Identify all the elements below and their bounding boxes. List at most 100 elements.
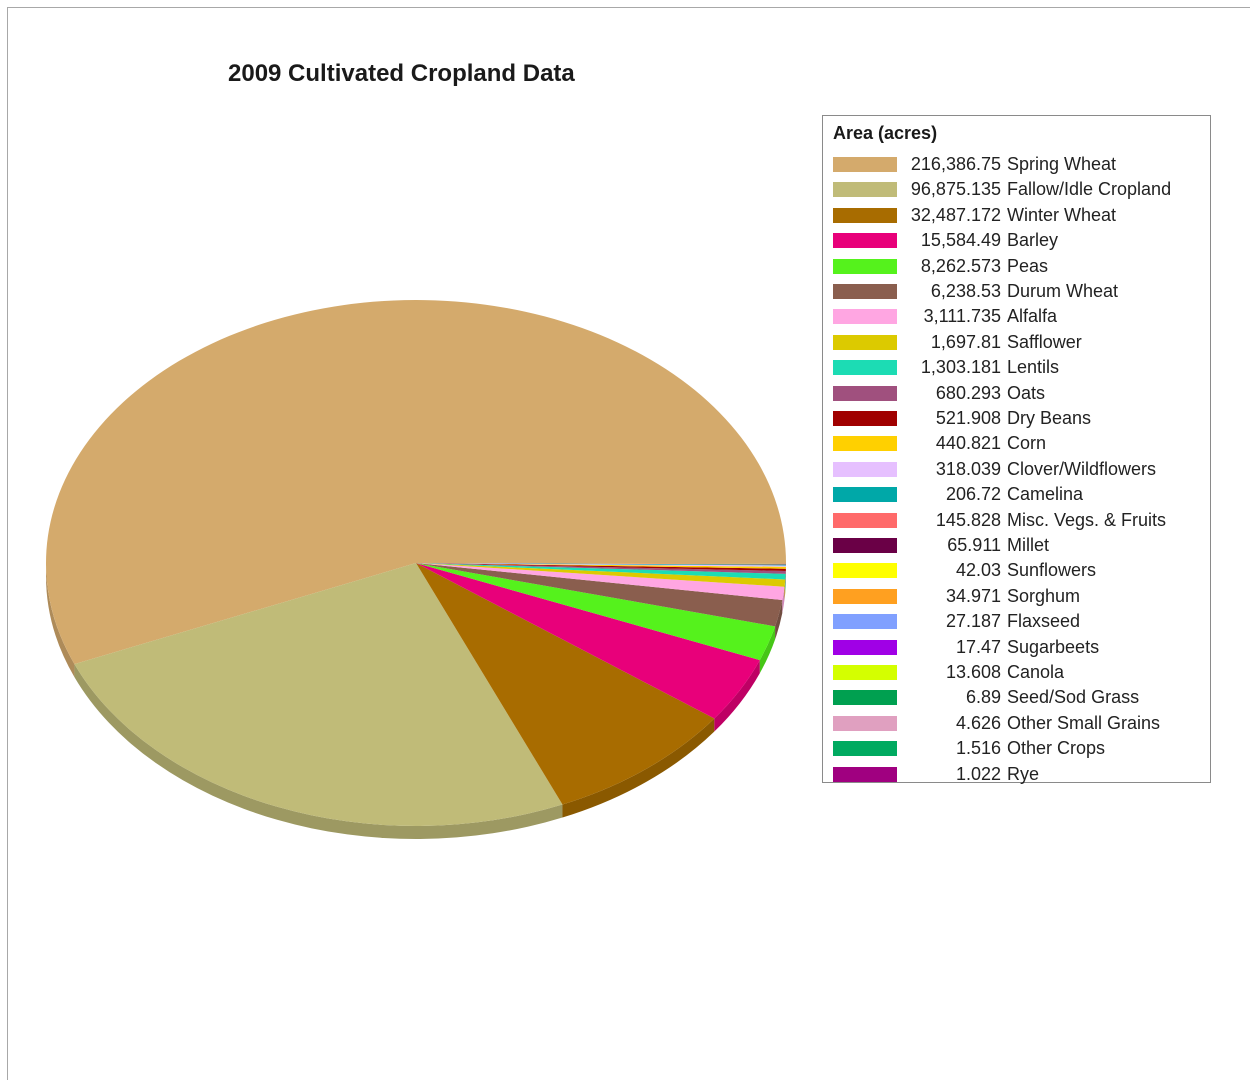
legend-label: Fallow/Idle Cropland <box>1007 179 1172 200</box>
legend-label: Clover/Wildflowers <box>1007 458 1157 479</box>
legend-item: 6.89 Seed/Sod Grass <box>823 685 1210 710</box>
pie-slice-side <box>759 626 776 674</box>
legend-value: 65.911 <box>947 535 1001 555</box>
legend-value: 8,262.573 <box>920 255 1001 276</box>
pie-slice-side <box>775 600 783 640</box>
legend-item: 440.821 Corn <box>823 431 1210 456</box>
legend-item: 1,303.181 Lentils <box>823 355 1210 380</box>
legend-item: 1.516 Other Crops <box>823 736 1210 761</box>
legend-label: Corn <box>1007 433 1047 454</box>
pie-slice <box>416 563 786 565</box>
legend-swatch <box>833 182 897 198</box>
legend-swatch <box>833 614 897 630</box>
legend-value: 96,875.135 <box>910 179 1001 200</box>
legend-label: Spring Wheat <box>1007 154 1117 174</box>
legend-swatch <box>833 309 897 325</box>
legend-label: Sunflowers <box>1007 560 1097 581</box>
legend-swatch <box>833 233 897 249</box>
legend-item: 65.911 Millet <box>823 533 1210 558</box>
chart-title: 2009 Cultivated Cropland Data <box>228 60 575 87</box>
legend-swatch <box>833 411 897 426</box>
legend-value: 3,111.735 <box>923 306 1001 327</box>
legend-swatch <box>833 563 897 579</box>
legend-label: Peas <box>1007 255 1049 276</box>
pie-slice <box>416 563 786 580</box>
legend-item: 206.72 Camelina <box>823 482 1210 507</box>
legend-item: 1.022 Rye <box>823 762 1210 787</box>
legend-item: 8,262.573 Peas <box>823 254 1210 279</box>
pie-slice-side <box>714 660 760 732</box>
pie-slice-side <box>784 579 786 600</box>
legend-label: Canola <box>1007 662 1065 682</box>
legend-value: 4.626 <box>955 712 1001 733</box>
legend-label: Barley <box>1007 230 1059 251</box>
legend-item: 145.828 Misc. Vegs. & Fruits <box>823 508 1210 533</box>
legend-label: Camelina <box>1007 484 1084 505</box>
legend-swatch <box>833 588 897 604</box>
legend-swatch <box>833 157 897 172</box>
legend-value: 440.821 <box>935 433 1001 454</box>
pie-slice <box>416 563 786 574</box>
legend-swatch <box>833 538 897 553</box>
legend-label: Millet <box>1007 535 1050 555</box>
legend-value: 1.022 <box>955 763 1001 784</box>
legend-item: 96,875.135 Fallow/Idle Cropland <box>823 177 1210 202</box>
legend-value: 206.72 <box>945 484 1001 505</box>
pie-slice <box>416 563 760 719</box>
legend-swatch <box>833 436 897 452</box>
pie-slice-side <box>74 664 563 840</box>
legend-label: Rye <box>1007 763 1040 784</box>
pie-slice <box>416 563 786 569</box>
legend-label: Other Small Grains <box>1007 712 1161 733</box>
legend-swatch <box>833 258 897 274</box>
legend-label: Oats <box>1007 382 1046 403</box>
legend-item: 34.971 Sorghum <box>823 584 1210 609</box>
legend-value: 216,386.75 <box>910 154 1001 174</box>
legend-item: 15,584.49 Barley <box>823 228 1210 253</box>
legend-item: 13.608 Canola <box>823 660 1210 685</box>
legend-value: 13.608 <box>945 662 1001 682</box>
legend-label: Sorghum <box>1007 585 1081 606</box>
legend: Area (acres) 216,386.75 Spring Wheat 96,87… <box>822 115 1211 784</box>
legend-label: Other Crops <box>1007 738 1106 759</box>
legend-swatch <box>833 665 897 680</box>
pie-slice <box>416 563 783 627</box>
legend-value: 32,487.172 <box>910 204 1001 225</box>
legend-label: Dry Beans <box>1007 408 1092 428</box>
pie-slice <box>416 563 786 566</box>
pie-slice <box>416 563 786 571</box>
legend-label: Lentils <box>1007 357 1060 378</box>
pie-slice <box>416 563 786 564</box>
pie-slice-side <box>46 563 75 678</box>
legend-swatch <box>833 487 897 503</box>
legend-label: Misc. Vegs. & Fruits <box>1007 509 1167 530</box>
legend-value: 15,584.49 <box>920 230 1001 251</box>
legend-item: 6,238.53 Durum Wheat <box>823 279 1210 304</box>
pie-slice <box>416 563 786 567</box>
legend-label: Sugarbeets <box>1007 636 1100 657</box>
legend-label: Flaxseed <box>1007 611 1081 632</box>
legend-swatch <box>833 715 897 731</box>
legend-title: Area (acres) <box>833 123 938 143</box>
legend-swatch <box>833 284 897 299</box>
legend-value: 1,697.81 <box>930 331 1001 352</box>
legend-swatch <box>833 690 897 706</box>
legend-value: 27.187 <box>945 611 1001 632</box>
legend-swatch <box>833 639 897 655</box>
legend-item: 42.03 Sunflowers <box>823 558 1210 583</box>
legend-value: 1,303.181 <box>920 357 1001 378</box>
legend-item: 17.47 Sugarbeets <box>823 635 1210 660</box>
legend-label: Seed/Sod Grass <box>1007 687 1140 708</box>
legend-value: 6,238.53 <box>930 281 1001 301</box>
pie-slice <box>416 563 786 587</box>
legend-item: 4.626 Other Small Grains <box>823 711 1210 736</box>
pie-slice <box>416 563 776 661</box>
pie-slice <box>416 563 715 805</box>
legend-label: Durum Wheat <box>1007 281 1119 301</box>
legend-item: 1,697.81 Safflower <box>823 330 1210 355</box>
legend-value: 521.908 <box>935 408 1001 428</box>
legend-item: 32,487.172 Winter Wheat <box>823 203 1210 228</box>
legend-swatch <box>833 334 897 350</box>
legend-item: 3,111.735 Alfalfa <box>823 304 1210 329</box>
